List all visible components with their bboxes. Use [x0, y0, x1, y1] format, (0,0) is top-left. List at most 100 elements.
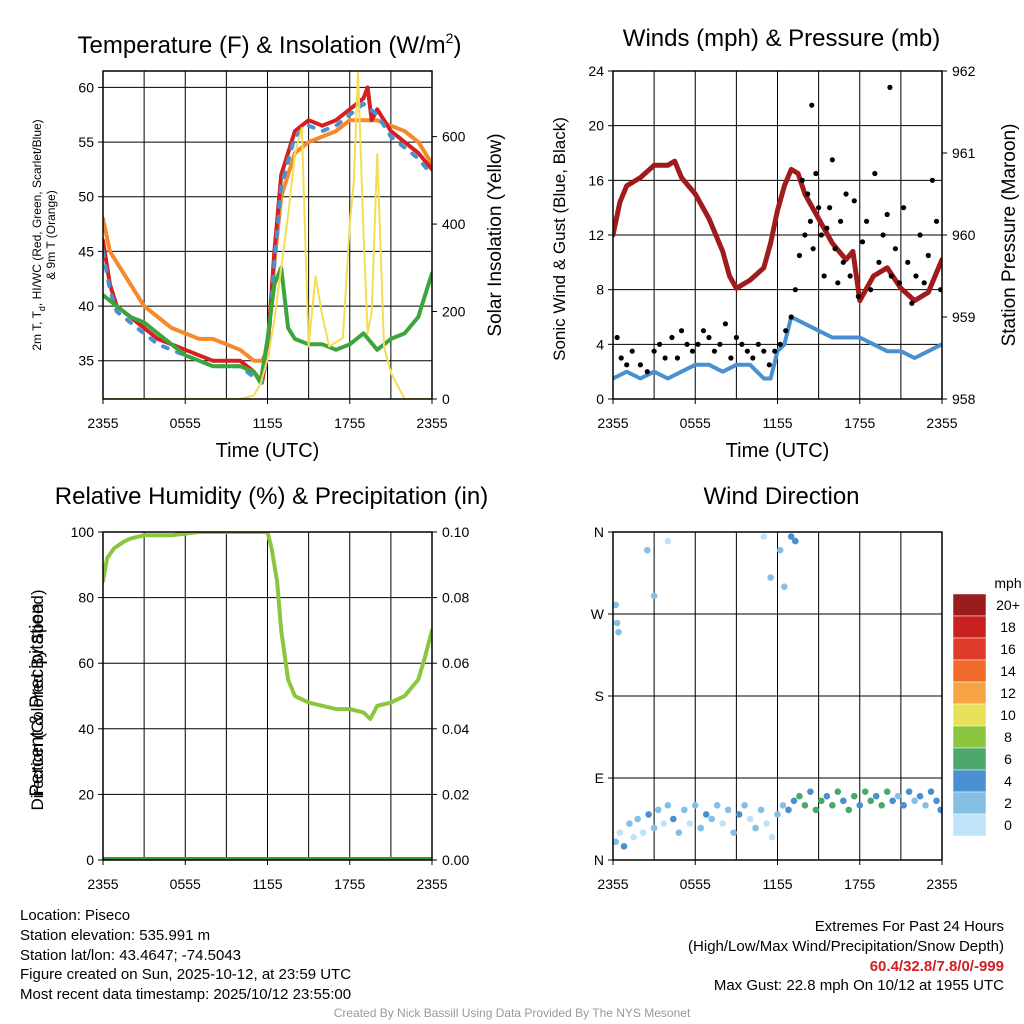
legend-swatch — [952, 637, 987, 661]
y-tick-label: 80 — [78, 590, 94, 606]
y-tick-label: 24 — [588, 63, 604, 79]
direction-point — [719, 820, 726, 827]
direction-point — [702, 811, 710, 818]
gust-point — [651, 348, 657, 354]
y-tick-label: 12 — [588, 227, 604, 243]
series-line-relative-humidity — [103, 532, 432, 721]
y2-tick-label: 600 — [442, 129, 466, 145]
gust-point — [925, 252, 931, 259]
chart-panel-3: 2355 0555 1155 1755 2355 0 20 40 60 80 100 0.00 0.02… — [27, 483, 488, 892]
gust-point — [938, 287, 942, 293]
direction-point — [796, 792, 803, 800]
gust-point — [901, 205, 907, 211]
direction-point — [643, 546, 651, 554]
x-tick-label: 1155 — [252, 415, 282, 431]
direction-point — [691, 802, 699, 809]
direction-point — [746, 815, 754, 823]
gust-point — [876, 259, 882, 265]
direction-point — [937, 806, 942, 814]
legend-swatch — [952, 791, 987, 815]
x-tick-label: 2355 — [87, 415, 118, 431]
direction-point — [768, 833, 776, 841]
gust-point — [888, 273, 894, 279]
direction-point — [680, 806, 688, 814]
legend-label: 10 — [1000, 707, 1016, 723]
station-latlon: Station lat/lon: 43.4647; -74.5043 — [20, 946, 242, 964]
direction-point — [878, 802, 885, 809]
y2-tick-label: 958 — [952, 391, 976, 407]
y-tick-label: N — [594, 524, 604, 540]
chart-panel-1: 2355 0555 1155 1755 235535404550556002004006… — [30, 30, 506, 462]
gust-point — [913, 273, 919, 279]
x-tick-label: 0555 — [680, 415, 711, 431]
gust-point — [847, 273, 853, 279]
legend-label: 20+ — [996, 597, 1020, 613]
gust-point — [618, 355, 624, 361]
series-line-solar-insolation — [103, 71, 432, 399]
direction-point — [760, 533, 768, 540]
y-tick-label: 55 — [78, 134, 94, 150]
y2-tick-label: 0.06 — [442, 655, 469, 671]
y-tick-label: 35 — [78, 353, 94, 369]
gust-point — [657, 341, 663, 347]
direction-point — [639, 829, 647, 836]
x-axis-label: Time (UTC) — [726, 440, 830, 462]
gust-point — [837, 218, 844, 224]
gust-point — [816, 205, 822, 211]
x-tick-label: 1755 — [844, 415, 875, 431]
gust-point — [851, 198, 857, 204]
gust-point — [728, 355, 734, 361]
gust-point — [843, 191, 849, 197]
y2-tick-label: 0 — [442, 391, 450, 407]
x-tick-label: 0555 — [170, 415, 201, 431]
gust-point — [909, 300, 915, 306]
y2-tick-label: 960 — [952, 227, 976, 243]
gust-point — [637, 362, 644, 368]
x-tick-label: 1155 — [762, 415, 792, 431]
direction-point — [787, 533, 795, 540]
legend-swatch — [952, 615, 987, 639]
gust-point — [892, 246, 898, 252]
station-info: Location: Piseco Station elevation: 535.… — [20, 906, 351, 1005]
y-tick-label: 40 — [78, 721, 94, 737]
direction-point — [861, 788, 869, 795]
direction-point — [933, 797, 940, 805]
y-tick-label: 16 — [588, 172, 604, 188]
legend-label: 16 — [1000, 641, 1016, 657]
legend-swatch — [952, 703, 987, 727]
gust-point — [706, 334, 712, 341]
direction-point — [856, 802, 864, 809]
direction-point — [774, 811, 781, 818]
x-tick-label: 2355 — [597, 876, 628, 892]
y-tick-label: W — [591, 606, 605, 622]
direction-point — [670, 815, 677, 823]
x-tick-label: 2355 — [926, 415, 957, 431]
y-tick-label: S — [595, 688, 604, 704]
direction-point — [776, 546, 784, 554]
gust-point — [739, 341, 745, 347]
y-axis-label: 2m T, Td, HI/WC (Red, Green, Scarlet/Blu… — [30, 119, 47, 350]
extremes-title: Extremes For Past 24 Hours — [814, 918, 1004, 935]
direction-point — [867, 797, 875, 805]
gust-point — [629, 348, 635, 354]
x-tick-label: 2355 — [416, 876, 447, 892]
y-tick-label: E — [595, 770, 604, 786]
y2-tick-label: 0.00 — [442, 852, 469, 868]
gust-point — [880, 232, 886, 238]
direction-point — [801, 802, 809, 809]
legend-label: 0 — [1004, 817, 1012, 833]
direction-point — [889, 797, 896, 805]
gust-point — [859, 239, 866, 245]
gust-point — [917, 232, 923, 238]
direction-point — [781, 583, 788, 590]
gust-point — [887, 84, 893, 90]
direction-point — [741, 802, 748, 809]
y-tick-label: 60 — [78, 79, 94, 95]
direction-point — [620, 843, 628, 850]
y-tick-label: 20 — [588, 118, 604, 134]
direction-point — [654, 806, 662, 814]
direction-point — [834, 788, 842, 795]
gust-point — [799, 177, 805, 183]
direction-point — [823, 792, 831, 800]
x-tick-label: 2355 — [926, 876, 957, 892]
